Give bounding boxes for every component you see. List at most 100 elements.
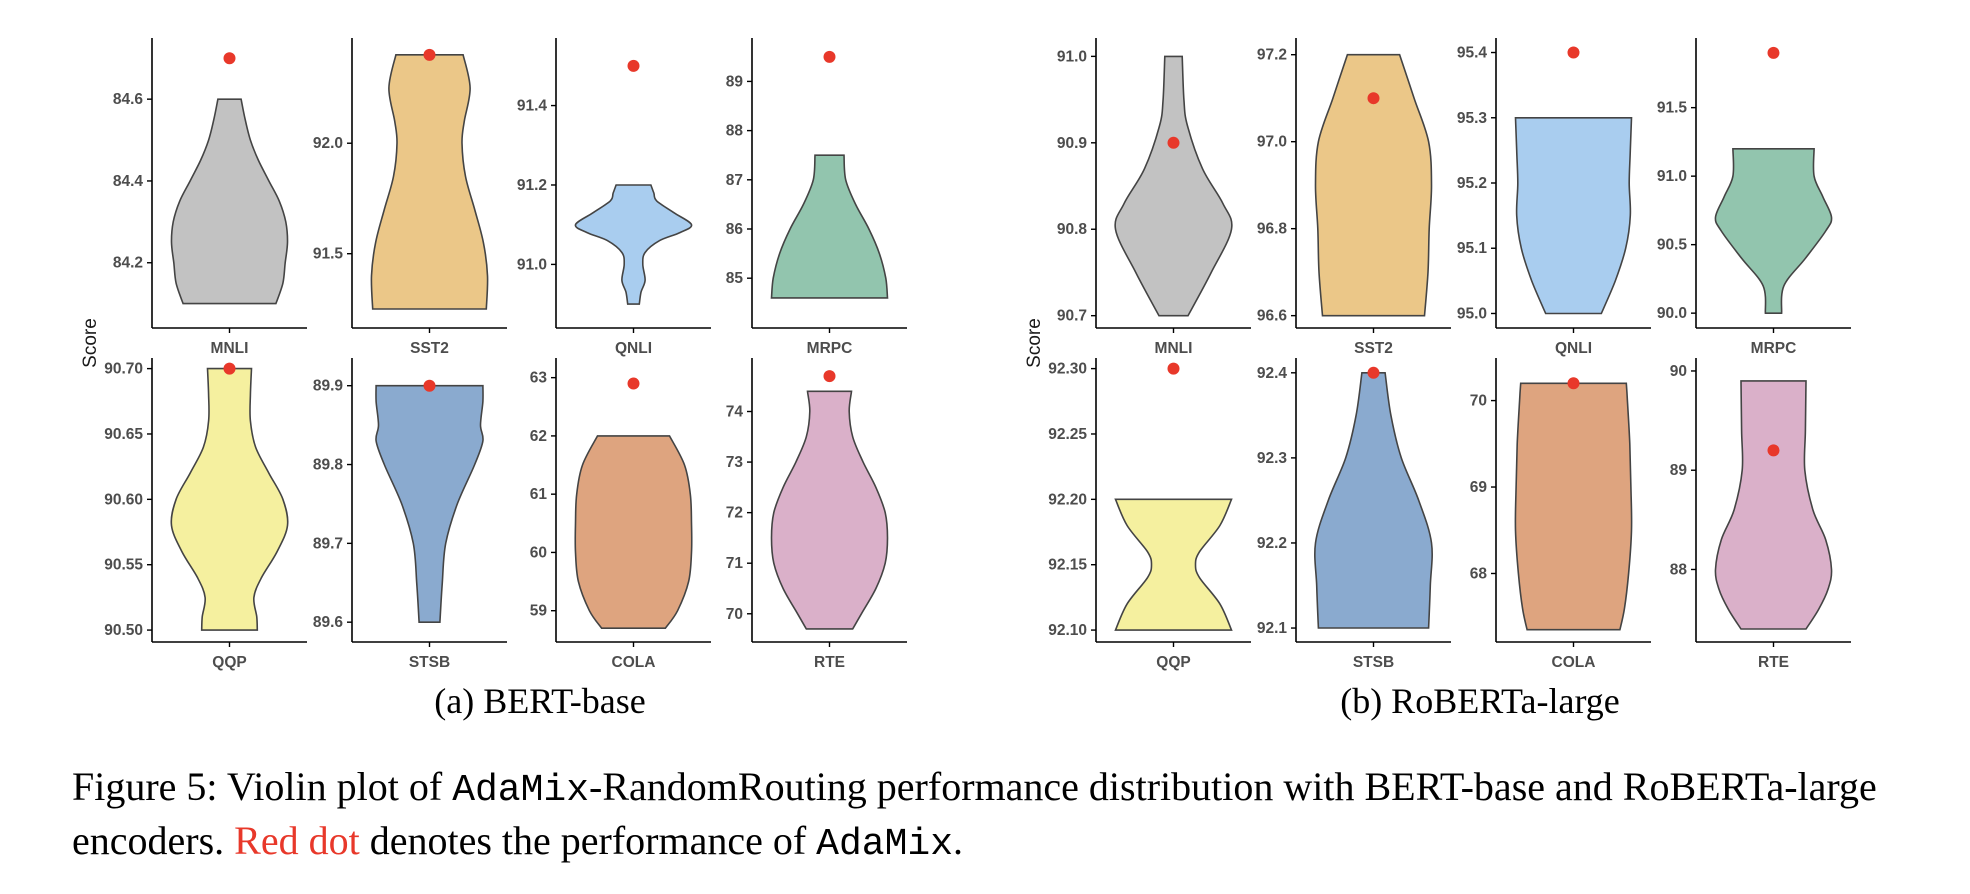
y-tick-label: 74 <box>726 404 744 421</box>
adamix-point <box>1767 444 1780 457</box>
caption-suffix: . <box>953 818 963 863</box>
panel-mrpc: 85 86 87 88 89 MRPC <box>726 38 907 357</box>
panel-mnli: 84.2 84.4 84.6 MNLI <box>113 38 307 357</box>
violin-mnli <box>170 98 289 305</box>
panel-rte: 70 71 72 73 74 RTE <box>726 358 907 671</box>
y-tick-label: 85 <box>726 270 744 287</box>
adamix-point <box>423 48 436 61</box>
violin-mrpc <box>770 154 889 299</box>
y-tick-label: 95.4 <box>1457 45 1488 62</box>
panel-stsb: 89.6 89.7 89.8 89.9 STSB <box>313 358 507 671</box>
y-tick-label: 91.2 <box>517 177 547 194</box>
adamix-point <box>223 362 236 375</box>
panel-cola: 59 60 61 62 63 COLA <box>530 358 711 671</box>
y-tick-label: 90.5 <box>1657 237 1688 254</box>
subcaption-roberta-large: (b) RoBERTa-large <box>1340 681 1620 721</box>
y-tick-label: 91.5 <box>313 246 344 263</box>
y-tick-label: 91.4 <box>517 98 548 115</box>
violin-rte <box>770 390 889 630</box>
x-category-label: SST2 <box>410 340 449 357</box>
adamix-point <box>823 50 836 63</box>
violin-rte <box>1714 380 1833 630</box>
x-category-label: QQP <box>212 654 246 671</box>
y-tick-label: 92.15 <box>1048 557 1087 574</box>
y-tick-label: 92.2 <box>1257 535 1287 552</box>
x-category-label: MRPC <box>807 340 853 357</box>
y-tick-label: 69 <box>1470 479 1488 496</box>
y-tick-label: 84.6 <box>113 91 144 108</box>
panel-qnli: 95.0 95.1 95.2 95.3 95.4 QNLI <box>1457 38 1651 357</box>
y-tick-label: 60 <box>530 544 547 561</box>
adamix-point <box>1367 366 1380 379</box>
violin-sst2 <box>1314 53 1433 317</box>
y-tick-label: 63 <box>530 370 548 387</box>
violin-sst2 <box>370 54 489 310</box>
adamix-point <box>823 370 836 383</box>
y-tick-label: 95.1 <box>1457 240 1488 257</box>
adamix-point <box>1367 92 1380 105</box>
y-tick-label: 91.0 <box>517 256 547 273</box>
y-tick-label: 90 <box>1670 363 1687 380</box>
y-tick-label: 89 <box>1670 462 1688 479</box>
adamix-point <box>1567 46 1580 59</box>
x-category-label: COLA <box>1552 654 1596 671</box>
x-category-label: SST2 <box>1354 340 1393 357</box>
y-tick-label: 61 <box>530 486 548 503</box>
x-category-label: QQP <box>1156 654 1190 671</box>
y-tick-label: 90.0 <box>1657 305 1687 322</box>
x-category-label: COLA <box>612 654 656 671</box>
y-tick-label: 95.0 <box>1457 305 1487 322</box>
panel-rte: 88 89 90 RTE <box>1670 358 1851 671</box>
x-category-label: MRPC <box>1751 340 1797 357</box>
violin-figure: Score84.284.484.6MNLI91.592.0SST291.091.… <box>80 38 1851 721</box>
adamix-point <box>223 52 236 65</box>
caption-mid2: denotes the performance of <box>359 818 817 863</box>
violin-stsb <box>1314 372 1433 629</box>
y-tick-label: 90.55 <box>104 557 143 574</box>
panel-mnli: 90.7 90.8 90.9 91.0 MNLI <box>1057 38 1251 357</box>
panel-stsb: 92.1 92.2 92.3 92.4 STSB <box>1257 358 1451 671</box>
y-tick-label: 89.8 <box>313 457 344 474</box>
y-tick-label: 92.25 <box>1048 426 1087 443</box>
y-tick-label: 92.3 <box>1257 450 1288 467</box>
adamix-point <box>1567 377 1580 390</box>
violin-stsb <box>375 384 484 623</box>
y-tick-label: 70 <box>1470 393 1487 410</box>
adamix-point <box>1167 136 1180 149</box>
y-tick-label: 89.9 <box>313 378 344 395</box>
y-tick-label: 84.4 <box>113 173 144 190</box>
panel-cola: 68 69 70 COLA <box>1470 358 1651 671</box>
x-category-label: QNLI <box>1555 340 1592 357</box>
y-tick-label: 90.9 <box>1057 135 1088 152</box>
y-tick-label: 70 <box>726 606 743 623</box>
caption-red-dot: Red dot <box>234 818 360 863</box>
y-tick-label: 96.8 <box>1257 221 1288 238</box>
y-tick-label: 92.10 <box>1048 622 1087 639</box>
y-tick-label: 90.50 <box>104 622 143 639</box>
y-tick-label: 84.2 <box>113 255 143 272</box>
y-tick-label: 90.65 <box>104 426 143 443</box>
subcaption-bert-base: (a) BERT-base <box>434 681 645 721</box>
y-tick-label: 59 <box>530 603 548 620</box>
y-tick-label: 90.7 <box>1057 308 1087 325</box>
x-category-label: MNLI <box>1155 340 1193 357</box>
y-tick-label: 90.60 <box>104 491 143 508</box>
y-tick-label: 89 <box>726 73 744 90</box>
panel-sst2: 96.6 96.8 97.0 97.2 SST2 <box>1257 38 1451 357</box>
violin-panels: Score84.284.484.6MNLI91.592.0SST291.091.… <box>80 38 1851 671</box>
violin-mrpc <box>1714 148 1833 314</box>
y-tick-label: 92.1 <box>1257 620 1288 637</box>
y-tick-label: 97.2 <box>1257 47 1287 64</box>
caption-mid1: -RandomRouting performance distribution … <box>72 764 1877 863</box>
adamix-point <box>627 59 640 72</box>
figure-caption: Figure 5: Violin plot of AdaMix-RandomRo… <box>72 762 1932 870</box>
caption-method2: AdaMix <box>816 823 953 866</box>
adamix-point <box>423 379 436 392</box>
adamix-point <box>1167 362 1180 375</box>
y-tick-label: 87 <box>726 172 743 189</box>
violin-qqp <box>1114 498 1233 631</box>
x-category-label: STSB <box>409 654 450 671</box>
y-axis-label: Score <box>80 318 101 368</box>
y-tick-label: 71 <box>726 555 744 572</box>
caption-prefix: Figure 5: Violin plot of <box>72 764 453 809</box>
